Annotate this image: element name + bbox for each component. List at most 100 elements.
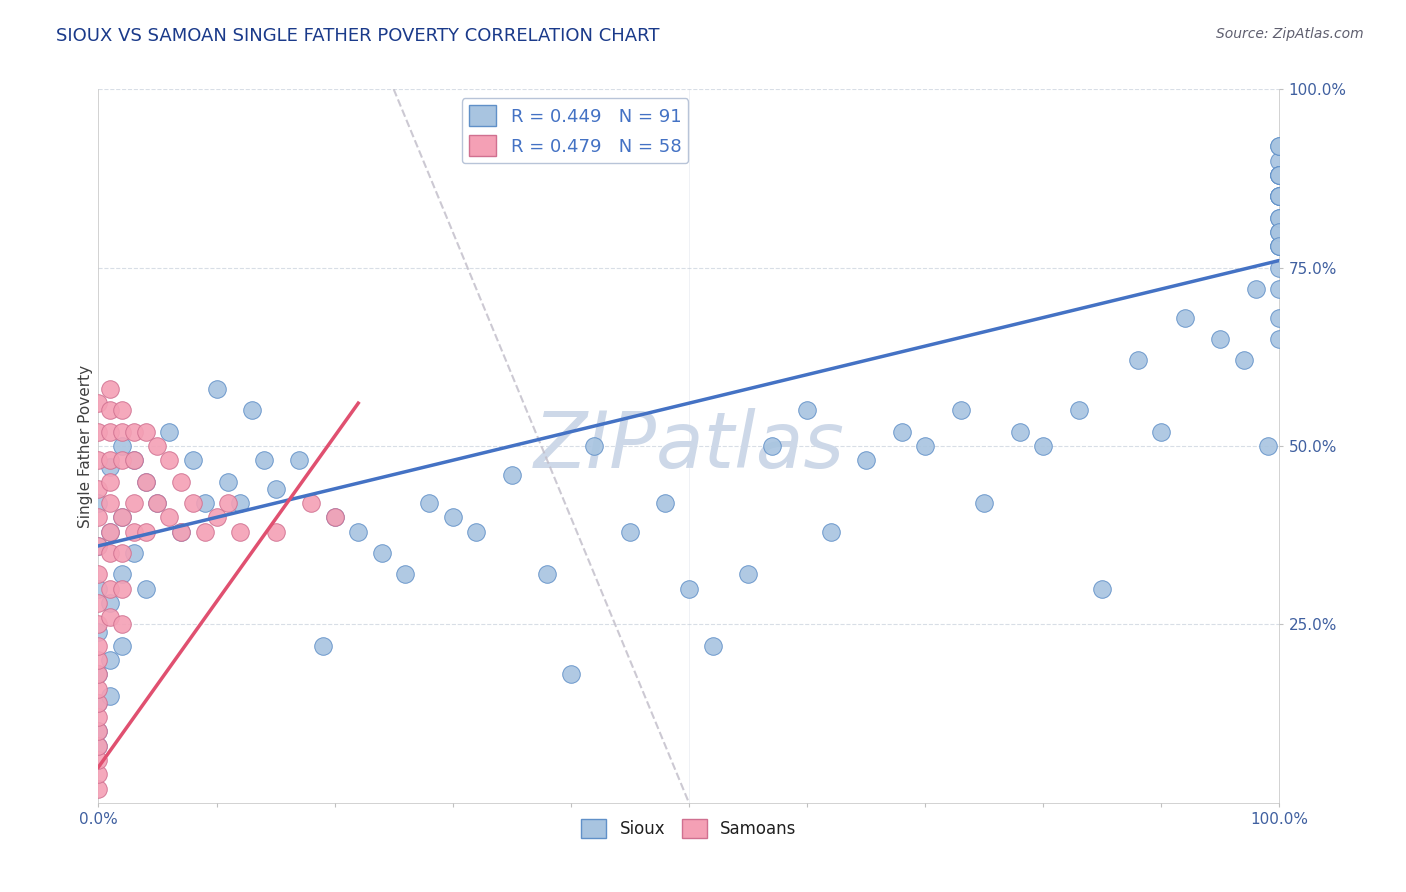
Sioux <box>1268 189 1291 203</box>
Sioux <box>135 475 157 489</box>
Sioux <box>820 524 842 539</box>
Sioux <box>1268 189 1291 203</box>
Sioux <box>312 639 335 653</box>
Sioux <box>1032 439 1054 453</box>
Sioux <box>1268 239 1291 253</box>
Samoans <box>87 539 110 553</box>
Legend: Sioux, Samoans: Sioux, Samoans <box>575 812 803 845</box>
Samoans <box>205 510 228 524</box>
Sioux <box>111 567 134 582</box>
Samoans <box>87 653 110 667</box>
Samoans <box>87 567 110 582</box>
Samoans <box>157 453 180 467</box>
Sioux <box>205 382 228 396</box>
Sioux <box>194 496 217 510</box>
Sioux <box>890 425 912 439</box>
Samoans <box>87 396 110 410</box>
Sioux <box>111 639 134 653</box>
Sioux <box>1268 260 1291 275</box>
Sioux <box>1268 153 1291 168</box>
Sioux <box>240 403 263 417</box>
Text: Source: ZipAtlas.com: Source: ZipAtlas.com <box>1216 27 1364 41</box>
Sioux <box>98 524 121 539</box>
Sioux <box>619 524 641 539</box>
Sioux <box>1268 168 1291 182</box>
Samoans <box>98 475 121 489</box>
Samoans <box>170 475 193 489</box>
Samoans <box>87 710 110 724</box>
Sioux <box>98 653 121 667</box>
Sioux <box>87 724 110 739</box>
Samoans <box>111 617 134 632</box>
Sioux <box>181 453 204 467</box>
Sioux <box>1268 168 1291 182</box>
Samoans <box>87 510 110 524</box>
Sioux <box>170 524 193 539</box>
Samoans <box>135 475 157 489</box>
Samoans <box>323 510 346 524</box>
Sioux <box>264 482 287 496</box>
Sioux <box>1233 353 1256 368</box>
Samoans <box>87 767 110 781</box>
Sioux <box>253 453 276 467</box>
Sioux <box>146 496 169 510</box>
Sioux <box>949 403 972 417</box>
Y-axis label: Single Father Poverty: Single Father Poverty <box>77 365 93 527</box>
Sioux <box>678 582 700 596</box>
Sioux <box>323 510 346 524</box>
Samoans <box>181 496 204 510</box>
Sioux <box>111 510 134 524</box>
Sioux <box>347 524 370 539</box>
Samoans <box>98 582 121 596</box>
Sioux <box>288 453 311 467</box>
Sioux <box>1268 189 1291 203</box>
Sioux <box>1008 425 1031 439</box>
Sioux <box>1268 168 1291 182</box>
Sioux <box>1150 425 1173 439</box>
Samoans <box>98 403 121 417</box>
Samoans <box>98 496 121 510</box>
Sioux <box>737 567 759 582</box>
Samoans <box>87 596 110 610</box>
Sioux <box>654 496 676 510</box>
Sioux <box>501 467 523 482</box>
Sioux <box>418 496 440 510</box>
Sioux <box>122 453 145 467</box>
Sioux <box>855 453 877 467</box>
Sioux <box>1174 310 1197 325</box>
Sioux <box>1091 582 1114 596</box>
Sioux <box>761 439 783 453</box>
Sioux <box>87 539 110 553</box>
Samoans <box>122 453 145 467</box>
Samoans <box>98 382 121 396</box>
Samoans <box>146 439 169 453</box>
Samoans <box>111 546 134 560</box>
Sioux <box>465 524 488 539</box>
Sioux <box>914 439 936 453</box>
Samoans <box>98 453 121 467</box>
Samoans <box>87 639 110 653</box>
Sioux <box>217 475 239 489</box>
Text: ZIPatlas: ZIPatlas <box>533 408 845 484</box>
Samoans <box>217 496 239 510</box>
Samoans <box>87 453 110 467</box>
Sioux <box>796 403 818 417</box>
Samoans <box>98 524 121 539</box>
Sioux <box>98 689 121 703</box>
Samoans <box>111 510 134 524</box>
Sioux <box>87 624 110 639</box>
Samoans <box>87 724 110 739</box>
Sioux <box>441 510 464 524</box>
Sioux <box>87 496 110 510</box>
Sioux <box>371 546 394 560</box>
Text: SIOUX VS SAMOAN SINGLE FATHER POVERTY CORRELATION CHART: SIOUX VS SAMOAN SINGLE FATHER POVERTY CO… <box>56 27 659 45</box>
Samoans <box>87 617 110 632</box>
Sioux <box>1067 403 1090 417</box>
Sioux <box>1268 310 1291 325</box>
Samoans <box>135 524 157 539</box>
Samoans <box>87 781 110 796</box>
Samoans <box>170 524 193 539</box>
Sioux <box>98 460 121 475</box>
Samoans <box>98 546 121 560</box>
Sioux <box>157 425 180 439</box>
